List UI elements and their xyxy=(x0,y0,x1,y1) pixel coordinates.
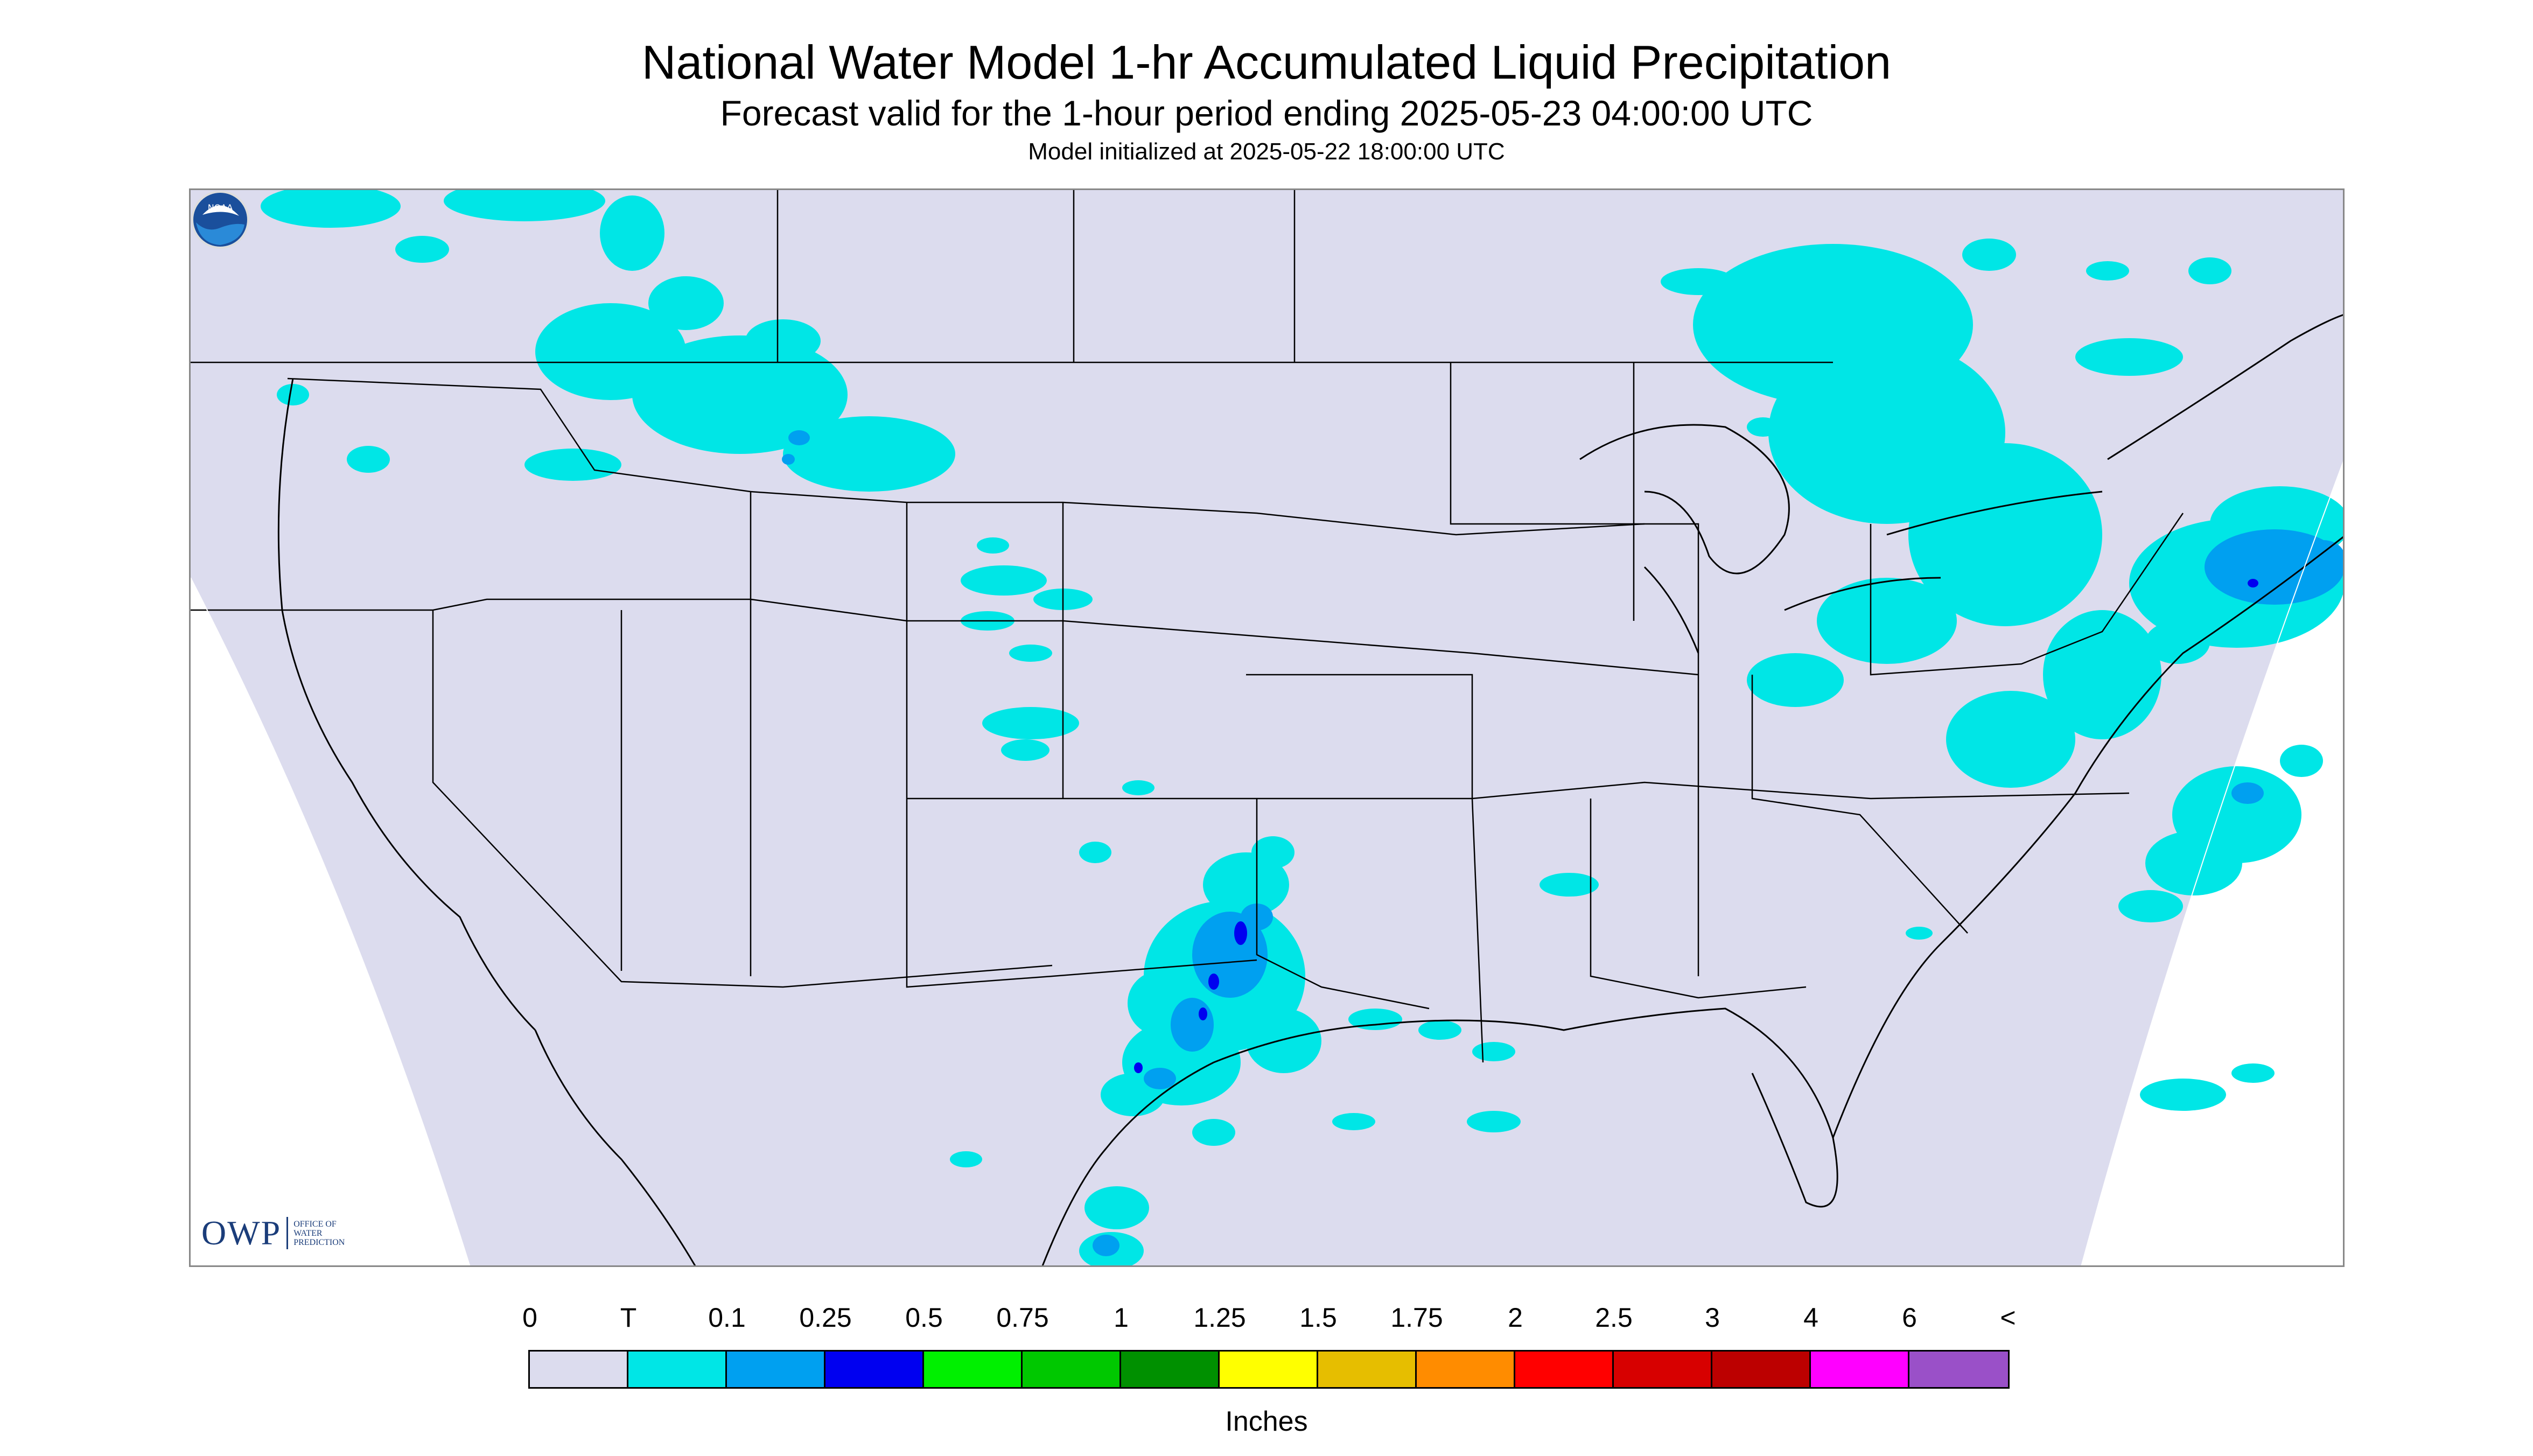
legend-label: T xyxy=(620,1303,637,1333)
legend-label: < xyxy=(2000,1303,2016,1333)
legend-swatch xyxy=(1417,1352,1515,1387)
map-title: National Water Model 1-hr Accumulated Li… xyxy=(641,36,1892,89)
owp-logo: OWP OFFICE OF WATER PREDICTION xyxy=(201,1212,345,1255)
legend-swatch xyxy=(628,1352,727,1387)
precip-northeast xyxy=(1661,239,2343,788)
legend-labels: 0 T 0.1 0.25 0.5 0.75 1 1.25 1.5 1.75 2 … xyxy=(0,1302,2533,1334)
legend-swatch xyxy=(1614,1352,1712,1387)
legend-swatch xyxy=(1220,1352,1318,1387)
legend-label: 1.75 xyxy=(1390,1303,1443,1333)
legend-label: 1.25 xyxy=(1193,1303,1246,1333)
forecast-valid-subtitle: Forecast valid for the 1-hour period end… xyxy=(720,93,1813,133)
precipitation-map: OWP OFFICE OF WATER PREDICTION NOAA xyxy=(189,188,2345,1267)
legend-swatch xyxy=(530,1352,628,1387)
owp-logo-divider xyxy=(286,1217,289,1249)
coastlines xyxy=(277,314,2343,1265)
legend-swatch xyxy=(825,1352,924,1387)
model-init-text: Model initialized at 2025-05-22 18:00:00… xyxy=(1028,138,1505,165)
legend-label: 0.1 xyxy=(708,1303,746,1333)
legend-swatch xyxy=(727,1352,825,1387)
precip-gulf xyxy=(1332,873,1599,1132)
legend-colorbar xyxy=(528,1350,2010,1389)
legend-units: Inches xyxy=(1225,1406,1308,1437)
legend-swatch xyxy=(1515,1352,1614,1387)
legend-label: 0.25 xyxy=(799,1303,852,1333)
legend-swatch xyxy=(1712,1352,1811,1387)
legend-label: 4 xyxy=(1803,1303,1818,1333)
legend-label: 0.75 xyxy=(996,1303,1049,1333)
legend-label: 3 xyxy=(1705,1303,1720,1333)
owp-logo-mark: OWP xyxy=(201,1214,282,1252)
legend-label: 1 xyxy=(1114,1303,1129,1333)
legend-label: 0.5 xyxy=(905,1303,943,1333)
legend-swatch xyxy=(1909,1352,2008,1387)
legend-label: 2 xyxy=(1508,1303,1523,1333)
legend-label: 1.5 xyxy=(1299,1303,1337,1333)
precip-plains xyxy=(961,537,1154,795)
state-borders xyxy=(191,190,2184,1063)
map-canvas xyxy=(191,190,2343,1265)
precip-atlantic xyxy=(1906,745,2323,1111)
legend-label: 0 xyxy=(522,1303,537,1333)
owp-logo-name: OFFICE OF WATER PREDICTION xyxy=(293,1219,345,1247)
legend-swatch xyxy=(1023,1352,1121,1387)
precip-northwest xyxy=(261,190,955,492)
legend-swatch xyxy=(1811,1352,1909,1387)
noaa-logo-icon: NOAA xyxy=(191,191,249,249)
svg-text:NOAA: NOAA xyxy=(208,202,233,213)
legend-swatch xyxy=(1121,1352,1220,1387)
legend-label: 6 xyxy=(1902,1303,1917,1333)
legend-swatch xyxy=(924,1352,1023,1387)
legend-label: 2.5 xyxy=(1595,1303,1633,1333)
legend-swatch xyxy=(1318,1352,1417,1387)
